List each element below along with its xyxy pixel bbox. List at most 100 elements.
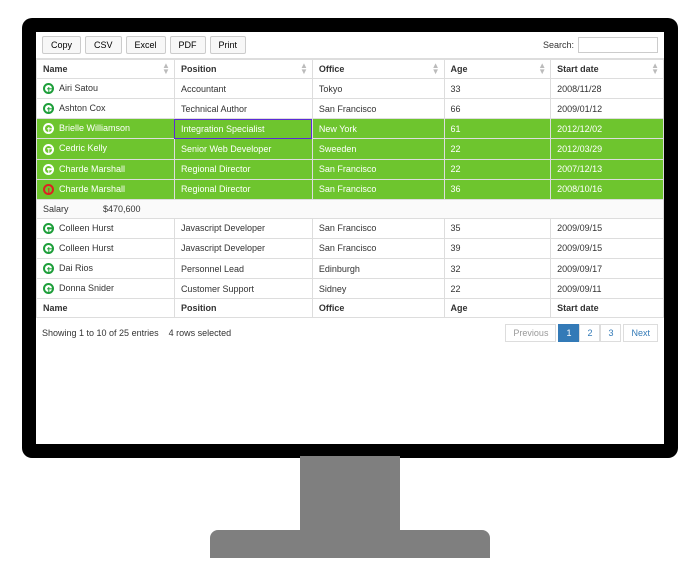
cell-start-date[interactable]: 2007/12/13 bbox=[551, 159, 664, 179]
expand-icon[interactable] bbox=[43, 103, 54, 114]
cell-name: Airi Satou bbox=[59, 83, 98, 93]
cell-position[interactable]: Regional Director bbox=[174, 179, 312, 199]
cell-start-date[interactable]: 2009/09/17 bbox=[551, 259, 664, 279]
cell-name-wrap[interactable]: Airi Satou bbox=[37, 79, 175, 99]
cell-age[interactable]: 22 bbox=[444, 159, 551, 179]
cell-office[interactable]: Sidney bbox=[312, 279, 444, 299]
cell-name-wrap[interactable]: Cedric Kelly bbox=[37, 139, 175, 159]
cell-position[interactable]: Javascript Developer bbox=[174, 218, 312, 238]
cell-position[interactable]: Customer Support bbox=[174, 279, 312, 299]
excel-button[interactable]: Excel bbox=[126, 36, 166, 54]
cell-age[interactable]: 22 bbox=[444, 279, 551, 299]
cell-age[interactable]: 33 bbox=[444, 79, 551, 99]
cell-name-wrap[interactable]: Colleen Hurst bbox=[37, 238, 175, 258]
copy-button[interactable]: Copy bbox=[42, 36, 81, 54]
table-row[interactable]: Colleen HurstJavascript DeveloperSan Fra… bbox=[37, 238, 664, 258]
monitor-stand-base bbox=[210, 530, 490, 558]
cell-start-date[interactable]: 2009/01/12 bbox=[551, 99, 664, 119]
cell-position[interactable]: Regional Director bbox=[174, 159, 312, 179]
cell-age[interactable]: 66 bbox=[444, 99, 551, 119]
page-next[interactable]: Next bbox=[623, 324, 658, 342]
table-row[interactable]: Charde MarshallRegional DirectorSan Fran… bbox=[37, 179, 664, 199]
col-position[interactable]: Position▲▼ bbox=[174, 60, 312, 79]
col-office[interactable]: Office▲▼ bbox=[312, 60, 444, 79]
cell-office[interactable]: New York bbox=[312, 119, 444, 139]
cell-start-date[interactable]: 2009/09/11 bbox=[551, 279, 664, 299]
screen: Copy CSV Excel PDF Print Search: Name▲▼ … bbox=[36, 32, 664, 444]
page-3[interactable]: 3 bbox=[600, 324, 621, 342]
cell-office[interactable]: San Francisco bbox=[312, 218, 444, 238]
status-bar: Showing 1 to 10 of 25 entries 4 rows sel… bbox=[36, 318, 664, 348]
cell-age[interactable]: 61 bbox=[444, 119, 551, 139]
col-position-label: Position bbox=[181, 64, 217, 74]
cell-name-wrap[interactable]: Charde Marshall bbox=[37, 179, 175, 199]
monitor-frame: Copy CSV Excel PDF Print Search: Name▲▼ … bbox=[22, 18, 678, 458]
expand-icon[interactable] bbox=[43, 144, 54, 155]
cell-age[interactable]: 22 bbox=[444, 139, 551, 159]
cell-office[interactable]: San Francisco bbox=[312, 179, 444, 199]
expand-icon[interactable] bbox=[43, 243, 54, 254]
csv-button[interactable]: CSV bbox=[85, 36, 122, 54]
search-input[interactable] bbox=[578, 37, 658, 53]
expand-icon[interactable] bbox=[43, 123, 54, 134]
table-row[interactable]: Colleen Hurst Javascript DeveloperSan Fra… bbox=[37, 218, 664, 238]
cell-position[interactable]: Senior Web Developer bbox=[174, 139, 312, 159]
cell-name-wrap[interactable]: Colleen Hurst bbox=[37, 218, 175, 238]
cell-office[interactable]: Edinburgh bbox=[312, 259, 444, 279]
cell-name: Donna Snider bbox=[59, 283, 114, 293]
expand-icon[interactable] bbox=[43, 83, 54, 94]
footer-position: Position bbox=[174, 299, 312, 318]
cell-age[interactable]: 36 bbox=[444, 179, 551, 199]
table-row[interactable]: Dai RiosPersonnel LeadEdinburgh322009/09… bbox=[37, 259, 664, 279]
table-row[interactable]: Brielle WilliamsonIntegration Specialist… bbox=[37, 119, 664, 139]
footer-start-date: Start date bbox=[551, 299, 664, 318]
cell-name-wrap[interactable]: Brielle Williamson bbox=[37, 119, 175, 139]
print-button[interactable]: Print bbox=[210, 36, 247, 54]
cell-office[interactable]: San Francisco bbox=[312, 99, 444, 119]
cell-age[interactable]: 35 bbox=[444, 218, 551, 238]
cell-name-wrap[interactable]: Donna Snider bbox=[37, 279, 175, 299]
cell-start-date[interactable]: 2009/09/15 bbox=[551, 218, 664, 238]
cell-name-wrap[interactable]: Ashton Cox bbox=[37, 99, 175, 119]
cell-office[interactable]: San Francisco bbox=[312, 159, 444, 179]
expand-icon[interactable] bbox=[43, 283, 54, 294]
cell-office[interactable]: Sweeden bbox=[312, 139, 444, 159]
cell-position[interactable]: Accountant bbox=[174, 79, 312, 99]
cell-start-date[interactable]: 2009/09/15 bbox=[551, 238, 664, 258]
table-row[interactable]: Cedric KellySenior Web DeveloperSweeden2… bbox=[37, 139, 664, 159]
page-1[interactable]: 1 bbox=[558, 324, 579, 342]
expand-icon[interactable] bbox=[43, 223, 54, 234]
cell-position[interactable]: Personnel Lead bbox=[174, 259, 312, 279]
cell-office[interactable]: San Francisco bbox=[312, 238, 444, 258]
cell-name-wrap[interactable]: Dai Rios bbox=[37, 259, 175, 279]
expand-icon[interactable] bbox=[43, 164, 54, 175]
sort-icon: ▲▼ bbox=[538, 63, 546, 75]
page-2[interactable]: 2 bbox=[579, 324, 600, 342]
expand-icon[interactable] bbox=[43, 263, 54, 274]
col-age[interactable]: Age▲▼ bbox=[444, 60, 551, 79]
table-row[interactable]: Airi Satou AccountantTokyo332008/11/28 bbox=[37, 79, 664, 99]
cell-position[interactable]: Integration Specialist bbox=[174, 119, 312, 139]
cell-name: Ashton Cox bbox=[59, 103, 106, 113]
page-previous[interactable]: Previous bbox=[505, 324, 556, 342]
collapse-icon[interactable] bbox=[43, 184, 54, 195]
footer-age: Age bbox=[444, 299, 551, 318]
cell-start-date[interactable]: 2008/10/16 bbox=[551, 179, 664, 199]
table-row[interactable]: Donna Snider Customer SupportSidney222009… bbox=[37, 279, 664, 299]
cell-name-wrap[interactable]: Charde Marshall bbox=[37, 159, 175, 179]
cell-age[interactable]: 32 bbox=[444, 259, 551, 279]
cell-start-date[interactable]: 2012/12/02 bbox=[551, 119, 664, 139]
col-name[interactable]: Name▲▼ bbox=[37, 60, 175, 79]
cell-position[interactable]: Technical Author bbox=[174, 99, 312, 119]
cell-start-date[interactable]: 2008/11/28 bbox=[551, 79, 664, 99]
table-row[interactable]: Ashton Cox Technical AuthorSan Francisco6… bbox=[37, 99, 664, 119]
table-row[interactable]: Charde MarshallRegional DirectorSan Fran… bbox=[37, 159, 664, 179]
cell-name: Colleen Hurst bbox=[59, 223, 114, 233]
col-start-date[interactable]: Start date▲▼ bbox=[551, 60, 664, 79]
cell-age[interactable]: 39 bbox=[444, 238, 551, 258]
monitor-stand-neck bbox=[300, 456, 400, 534]
cell-office[interactable]: Tokyo bbox=[312, 79, 444, 99]
cell-position[interactable]: Javascript Developer bbox=[174, 238, 312, 258]
cell-start-date[interactable]: 2012/03/29 bbox=[551, 139, 664, 159]
pdf-button[interactable]: PDF bbox=[170, 36, 206, 54]
